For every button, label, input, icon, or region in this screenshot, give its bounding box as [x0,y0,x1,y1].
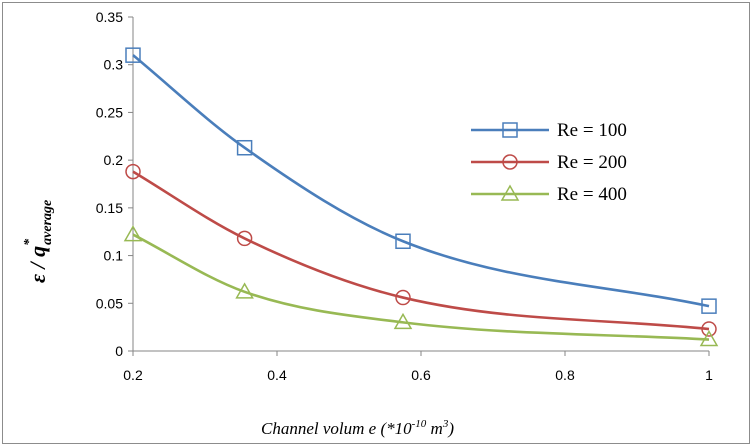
legend-label: Re = 400 [557,184,627,205]
data-point-square [236,139,253,156]
y-tick-label: 0.1 [104,248,124,264]
x-axis-label: Channel volum e (*10-10 m3) [261,418,454,438]
series-curves [132,54,710,341]
svg-text:ε / q*average: ε / q* average [22,200,55,283]
x-tick-label: 0.6 [411,367,431,383]
data-point-circle [701,321,717,337]
series-markers [123,47,719,347]
data-point-triangle [235,282,254,299]
data-point-circle [395,289,411,306]
x-tick-label: 0.4 [267,367,287,383]
x-tick-label: 0.2 [123,367,143,383]
series-line-square [132,54,710,308]
y-tick-label: 0.2 [104,152,124,168]
data-point-square [701,298,717,314]
x-tick-label: 1 [705,367,713,383]
y-tick-label: 0.15 [96,200,123,216]
line-chart: 00.050.10.150.20.250.30.350.2 0.4 0.6 0.8 1 … [22,9,719,438]
data-point-square [125,47,141,63]
y-tick-label: 0 [115,343,123,359]
x-tick-label: 0.8 [555,367,575,383]
y-axis-label: ε / q* average [22,200,55,283]
data-point-square [395,233,411,250]
y-tick-label: 0.05 [96,295,123,311]
legend-marker-circle [502,154,518,170]
legend-marker-square [502,122,518,138]
series-line-triangle [132,233,710,341]
y-tick-label: 0.25 [96,104,123,120]
axes: 0 0.05 0.1 0.15 0.2 0.25 0.3 0.35 0.2 0.4 0.6 0.8 1 [96,9,713,383]
legend-label: Re = 100 [557,120,627,141]
data-point-circle [125,163,141,180]
data-point-triangle [123,225,143,242]
data-point-circle [236,230,253,247]
data-point-triangle [699,330,719,347]
y-tick-label: 0.3 [104,57,124,73]
legend-label: Re = 200 [557,152,627,173]
y-tick-label: 0.35 [96,9,123,25]
data-point-triangle [393,312,413,330]
axis-labels: Channel volum e (*10-10 m3) ε / q* averag… [22,200,454,438]
legend: Re = 100 Re = 200 Re = 400 [471,120,627,205]
series-line-circle [132,170,710,331]
legend-marker-triangle [500,184,520,201]
